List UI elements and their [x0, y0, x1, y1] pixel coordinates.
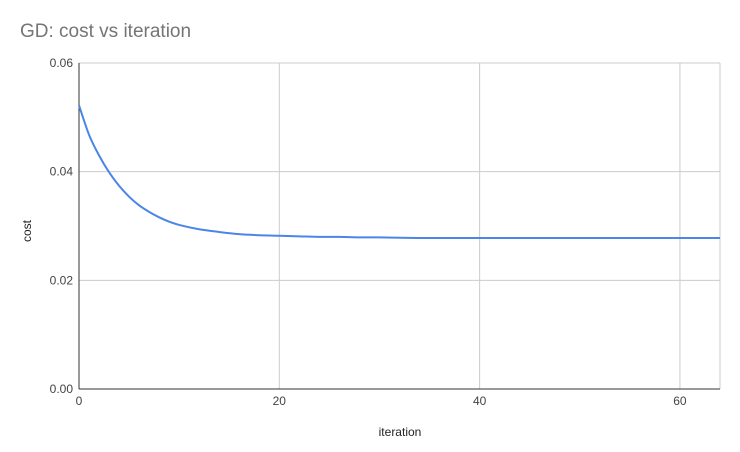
- tick-labels: 0.00 0.02 0.04 0.06 0 20 40 60: [50, 56, 687, 408]
- x-tick-label: 60: [673, 394, 687, 408]
- y-tick-label: 0.04: [50, 165, 74, 179]
- x-axis-label: iteration: [379, 425, 422, 439]
- x-tick-label: 0: [76, 394, 83, 408]
- chart-title: GD: cost vs iteration: [20, 21, 191, 42]
- y-axis-label: cost: [20, 219, 34, 242]
- cost-series-line: [78, 105, 720, 239]
- gridlines: [79, 62, 721, 389]
- y-tick-label: 0.02: [50, 273, 74, 287]
- axes: [78, 63, 720, 390]
- series-layer: [78, 105, 720, 239]
- x-tick-label: 40: [473, 394, 487, 408]
- y-tick-label: 0.00: [50, 382, 74, 396]
- y-tick-label: 0.06: [50, 56, 74, 70]
- x-tick-label: 20: [273, 394, 287, 408]
